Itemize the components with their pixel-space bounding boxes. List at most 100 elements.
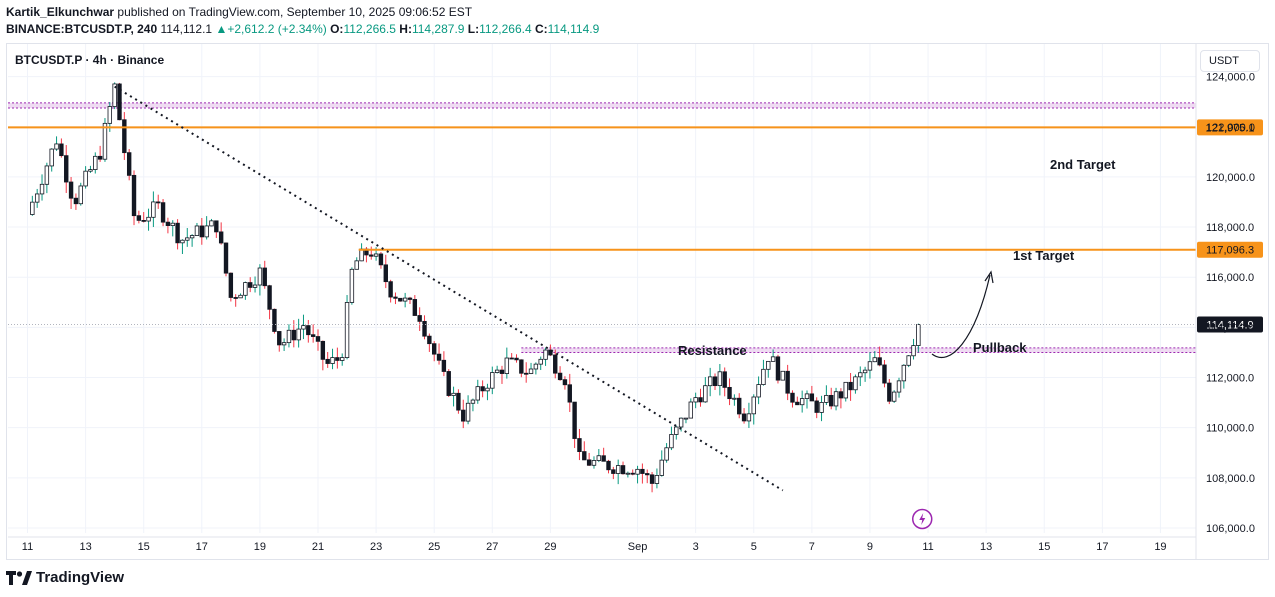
candle bbox=[257, 264, 263, 296]
second-target-label: 2nd Target bbox=[1050, 157, 1116, 172]
candle-body bbox=[277, 331, 282, 346]
candle-body bbox=[465, 402, 471, 422]
candle bbox=[194, 222, 200, 236]
candle bbox=[470, 398, 476, 412]
author-name[interactable]: Kartik_Elkunchwar bbox=[6, 5, 115, 19]
y-tick-label: 116,000.0 bbox=[1206, 272, 1254, 284]
candle bbox=[698, 388, 703, 407]
candle-body bbox=[674, 426, 679, 435]
candle bbox=[504, 347, 510, 379]
candle-body bbox=[102, 122, 108, 160]
candle bbox=[310, 324, 316, 343]
candle bbox=[185, 228, 190, 247]
high-value: 114,287.9 bbox=[411, 22, 465, 36]
candle bbox=[649, 471, 655, 493]
candle bbox=[354, 257, 359, 270]
candle bbox=[378, 251, 384, 269]
candle-body bbox=[751, 396, 756, 415]
x-tick-label: 25 bbox=[428, 541, 440, 553]
y-tick-label: 122,000.0 bbox=[1206, 122, 1255, 134]
candle bbox=[422, 315, 427, 340]
candle bbox=[485, 383, 490, 401]
candle-body bbox=[659, 459, 664, 476]
candle bbox=[209, 218, 214, 227]
candle bbox=[509, 353, 514, 360]
candle-body bbox=[204, 225, 209, 238]
x-tick-label: 11 bbox=[22, 541, 33, 553]
candle bbox=[916, 323, 921, 353]
x-tick-label: 15 bbox=[1038, 541, 1050, 553]
candle bbox=[799, 390, 805, 413]
candle-body bbox=[606, 460, 611, 471]
candle-body bbox=[717, 371, 723, 387]
x-tick-label: 19 bbox=[254, 541, 266, 553]
x-tick-label: 21 bbox=[312, 541, 324, 553]
candle-body bbox=[741, 413, 747, 422]
footer-logo[interactable]: TradingView bbox=[6, 569, 124, 586]
candle-body bbox=[843, 381, 848, 399]
target-price-badge bbox=[1197, 241, 1263, 258]
candle-body bbox=[257, 267, 263, 286]
candle-body bbox=[39, 183, 45, 195]
candle-body bbox=[519, 359, 524, 374]
candle bbox=[349, 267, 355, 305]
currency-selector[interactable]: USDT bbox=[1200, 50, 1260, 72]
candle-body bbox=[596, 455, 602, 461]
candle bbox=[882, 359, 887, 388]
candle bbox=[68, 177, 74, 209]
candle bbox=[557, 366, 563, 381]
candle bbox=[54, 136, 59, 151]
tradingview-brand: TradingView bbox=[36, 569, 125, 586]
publish-info: Kartik_Elkunchwar published on TradingVi… bbox=[6, 5, 472, 19]
zone-band bbox=[521, 347, 1196, 353]
candle bbox=[388, 279, 393, 303]
candle bbox=[601, 447, 606, 462]
candle bbox=[78, 182, 83, 206]
candle-body bbox=[877, 357, 882, 366]
candle-body bbox=[891, 391, 897, 402]
candle-body bbox=[122, 119, 127, 154]
candle bbox=[480, 380, 485, 398]
candle-body bbox=[151, 201, 156, 218]
candle bbox=[117, 82, 122, 121]
candle-body bbox=[678, 417, 684, 428]
candle-body bbox=[131, 174, 137, 217]
candle-body bbox=[93, 155, 98, 170]
candle-body bbox=[407, 297, 413, 300]
candle bbox=[170, 220, 175, 237]
last-price-label: 114,114.9 bbox=[1206, 319, 1253, 331]
candle-body bbox=[485, 387, 490, 392]
candle-body bbox=[470, 399, 476, 404]
low-label: L: bbox=[467, 22, 480, 36]
candle bbox=[223, 242, 229, 277]
candle-body bbox=[528, 368, 534, 374]
candle-body bbox=[388, 281, 393, 298]
candle-body bbox=[790, 392, 795, 403]
candle bbox=[369, 246, 374, 260]
candle-body bbox=[703, 385, 708, 403]
candle-body bbox=[185, 237, 190, 241]
candle bbox=[359, 243, 364, 262]
candle bbox=[722, 367, 727, 397]
candle-body bbox=[238, 294, 243, 299]
candle-body bbox=[824, 394, 829, 403]
resistance-label: Resistance bbox=[678, 343, 747, 358]
target-price-label: 117,096.3 bbox=[1206, 245, 1254, 257]
candle-body bbox=[867, 361, 873, 371]
published-text: published on TradingView.com, September … bbox=[117, 5, 473, 19]
x-tick-label: 13 bbox=[79, 541, 91, 553]
candle bbox=[611, 466, 616, 480]
candle-body bbox=[180, 239, 185, 244]
candle bbox=[34, 188, 40, 208]
candle-body bbox=[349, 268, 355, 303]
candle-body bbox=[160, 202, 166, 223]
candle bbox=[664, 443, 669, 463]
x-tick-label: 27 bbox=[486, 541, 498, 553]
candle bbox=[248, 277, 253, 293]
candle bbox=[615, 459, 621, 485]
candle-body bbox=[538, 358, 543, 365]
candle-body bbox=[64, 155, 69, 183]
candle-body bbox=[862, 369, 868, 374]
candle-body bbox=[78, 185, 83, 205]
